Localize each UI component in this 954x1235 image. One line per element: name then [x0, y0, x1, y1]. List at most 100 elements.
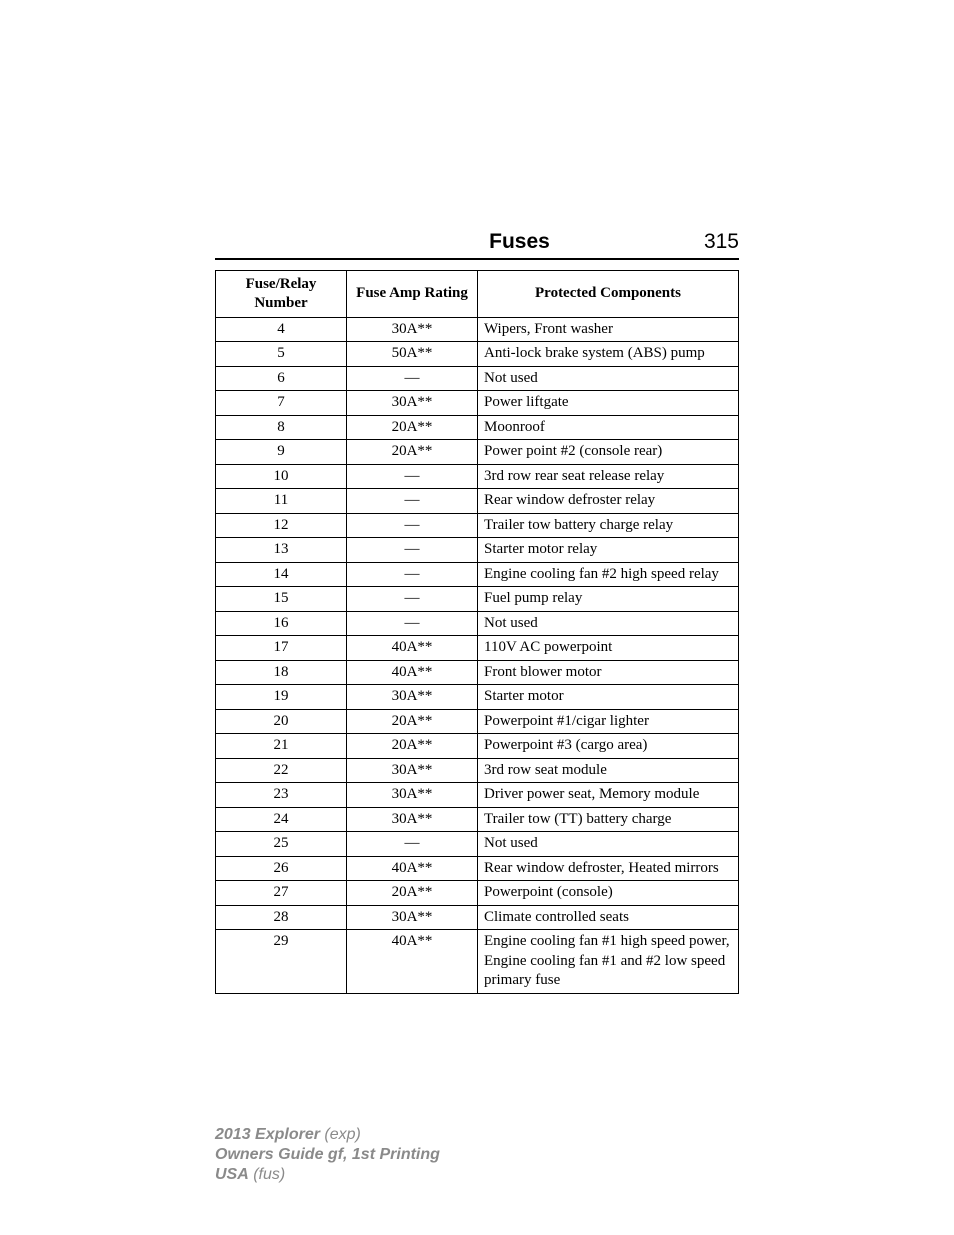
- table-row: 13—Starter motor relay: [216, 538, 739, 563]
- table-row: 2230A**3rd row seat module: [216, 758, 739, 783]
- cell-amp-rating: —: [347, 611, 478, 636]
- cell-components: 3rd row rear seat release relay: [478, 464, 739, 489]
- cell-fuse-number: 20: [216, 709, 347, 734]
- cell-fuse-number: 28: [216, 905, 347, 930]
- table-row: 14—Engine cooling fan #2 high speed rela…: [216, 562, 739, 587]
- footer: 2013 Explorer (exp) Owners Guide gf, 1st…: [215, 1125, 440, 1185]
- cell-amp-rating: —: [347, 538, 478, 563]
- footer-line-1: 2013 Explorer (exp): [215, 1125, 440, 1145]
- table-row: 10—3rd row rear seat release relay: [216, 464, 739, 489]
- cell-amp-rating: 20A**: [347, 709, 478, 734]
- cell-components: Starter motor: [478, 685, 739, 710]
- cell-fuse-number: 25: [216, 832, 347, 857]
- cell-amp-rating: 30A**: [347, 783, 478, 808]
- cell-components: Wipers, Front washer: [478, 317, 739, 342]
- cell-fuse-number: 10: [216, 464, 347, 489]
- table-row: 2020A**Powerpoint #1/cigar lighter: [216, 709, 739, 734]
- cell-amp-rating: —: [347, 562, 478, 587]
- cell-fuse-number: 17: [216, 636, 347, 661]
- cell-components: Engine cooling fan #1 high speed power, …: [478, 930, 739, 994]
- table-row: 15—Fuel pump relay: [216, 587, 739, 612]
- cell-fuse-number: 19: [216, 685, 347, 710]
- cell-components: Driver power seat, Memory module: [478, 783, 739, 808]
- cell-fuse-number: 5: [216, 342, 347, 367]
- cell-fuse-number: 13: [216, 538, 347, 563]
- table-row: 1840A**Front blower motor: [216, 660, 739, 685]
- cell-amp-rating: —: [347, 513, 478, 538]
- table-row: 2120A**Powerpoint #3 (cargo area): [216, 734, 739, 759]
- cell-amp-rating: 20A**: [347, 440, 478, 465]
- table-row: 920A**Power point #2 (console rear): [216, 440, 739, 465]
- cell-amp-rating: 20A**: [347, 415, 478, 440]
- cell-fuse-number: 29: [216, 930, 347, 994]
- cell-amp-rating: 30A**: [347, 807, 478, 832]
- footer-line-2: Owners Guide gf, 1st Printing: [215, 1145, 440, 1165]
- cell-amp-rating: —: [347, 832, 478, 857]
- cell-amp-rating: —: [347, 464, 478, 489]
- col-header-components: Protected Components: [478, 271, 739, 318]
- table-row: 12—Trailer tow battery charge relay: [216, 513, 739, 538]
- col-header-number: Fuse/Relay Number: [216, 271, 347, 318]
- cell-amp-rating: 20A**: [347, 734, 478, 759]
- cell-fuse-number: 27: [216, 881, 347, 906]
- cell-fuse-number: 9: [216, 440, 347, 465]
- table-row: 1930A**Starter motor: [216, 685, 739, 710]
- footer-line-3: USA (fus): [215, 1165, 440, 1185]
- cell-fuse-number: 8: [216, 415, 347, 440]
- cell-amp-rating: 30A**: [347, 905, 478, 930]
- cell-fuse-number: 22: [216, 758, 347, 783]
- cell-components: Front blower motor: [478, 660, 739, 685]
- cell-fuse-number: 24: [216, 807, 347, 832]
- cell-components: Power liftgate: [478, 391, 739, 416]
- section-title: Fuses: [215, 230, 704, 254]
- cell-components: Rear window defroster relay: [478, 489, 739, 514]
- cell-fuse-number: 16: [216, 611, 347, 636]
- cell-amp-rating: 30A**: [347, 758, 478, 783]
- table-row: 820A**Moonroof: [216, 415, 739, 440]
- cell-components: Starter motor relay: [478, 538, 739, 563]
- table-row: 11—Rear window defroster relay: [216, 489, 739, 514]
- footer-region-code: (fus): [249, 1166, 285, 1183]
- cell-fuse-number: 11: [216, 489, 347, 514]
- cell-components: Powerpoint #3 (cargo area): [478, 734, 739, 759]
- cell-amp-rating: 20A**: [347, 881, 478, 906]
- cell-amp-rating: 40A**: [347, 856, 478, 881]
- cell-amp-rating: —: [347, 489, 478, 514]
- cell-components: 110V AC powerpoint: [478, 636, 739, 661]
- footer-region: USA: [215, 1166, 249, 1183]
- cell-amp-rating: 40A**: [347, 636, 478, 661]
- cell-components: Climate controlled seats: [478, 905, 739, 930]
- cell-fuse-number: 21: [216, 734, 347, 759]
- cell-components: Trailer tow (TT) battery charge: [478, 807, 739, 832]
- cell-components: Not used: [478, 611, 739, 636]
- cell-fuse-number: 4: [216, 317, 347, 342]
- table-row: 730A**Power liftgate: [216, 391, 739, 416]
- fuse-table: Fuse/Relay Number Fuse Amp Rating Protec…: [215, 270, 739, 994]
- cell-components: Rear window defroster, Heated mirrors: [478, 856, 739, 881]
- cell-components: Not used: [478, 366, 739, 391]
- table-row: 6—Not used: [216, 366, 739, 391]
- cell-fuse-number: 14: [216, 562, 347, 587]
- cell-amp-rating: —: [347, 587, 478, 612]
- table-row: 2330A**Driver power seat, Memory module: [216, 783, 739, 808]
- table-row: 550A**Anti-lock brake system (ABS) pump: [216, 342, 739, 367]
- page-number: 315: [704, 230, 739, 254]
- cell-components: Moonroof: [478, 415, 739, 440]
- cell-fuse-number: 15: [216, 587, 347, 612]
- cell-components: 3rd row seat module: [478, 758, 739, 783]
- page-header: Fuses 315: [215, 230, 739, 260]
- cell-fuse-number: 18: [216, 660, 347, 685]
- cell-amp-rating: —: [347, 366, 478, 391]
- cell-components: Power point #2 (console rear): [478, 440, 739, 465]
- table-row: 2640A**Rear window defroster, Heated mir…: [216, 856, 739, 881]
- col-header-amp: Fuse Amp Rating: [347, 271, 478, 318]
- cell-components: Trailer tow battery charge relay: [478, 513, 739, 538]
- cell-fuse-number: 26: [216, 856, 347, 881]
- cell-amp-rating: 50A**: [347, 342, 478, 367]
- cell-fuse-number: 12: [216, 513, 347, 538]
- table-header-row: Fuse/Relay Number Fuse Amp Rating Protec…: [216, 271, 739, 318]
- cell-components: Powerpoint (console): [478, 881, 739, 906]
- table-row: 25—Not used: [216, 832, 739, 857]
- table-row: 2720A**Powerpoint (console): [216, 881, 739, 906]
- cell-components: Powerpoint #1/cigar lighter: [478, 709, 739, 734]
